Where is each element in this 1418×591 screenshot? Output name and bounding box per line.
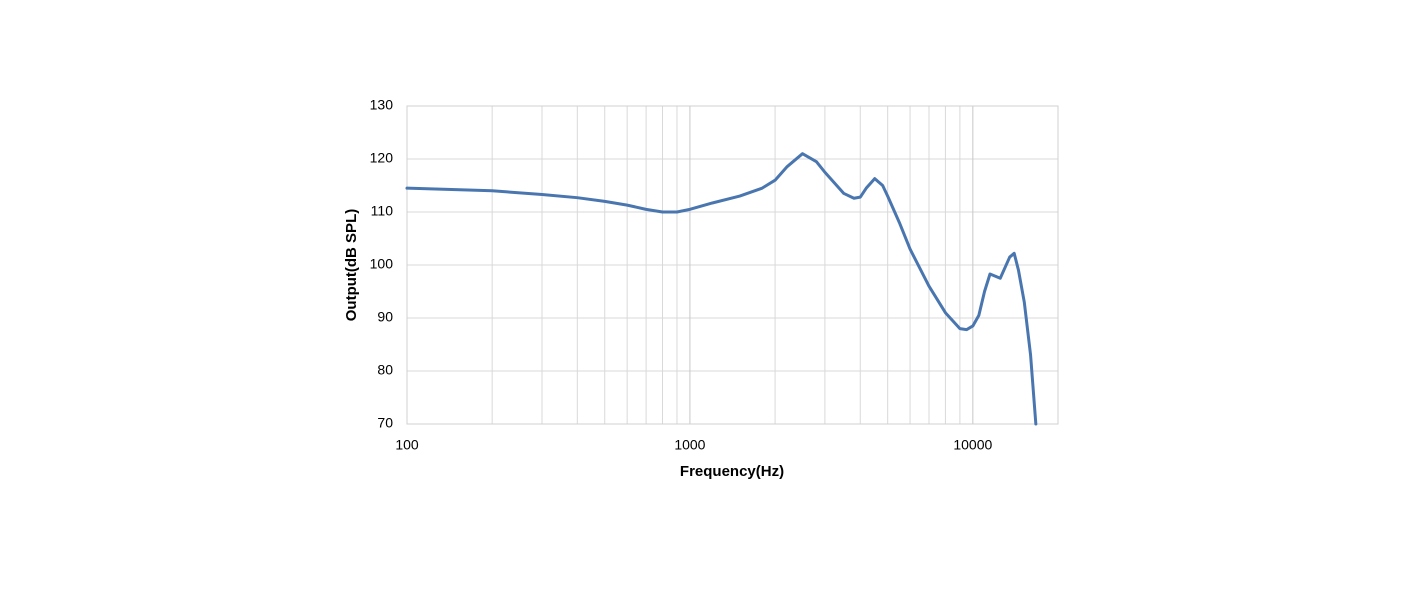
y-tick-label: 110 xyxy=(371,203,394,219)
y-tick-label: 100 xyxy=(370,256,394,272)
plot-frame xyxy=(406,105,1059,425)
y-tick-label: 120 xyxy=(370,150,394,166)
y-tick-label: 130 xyxy=(370,97,394,113)
y-tick-label: 80 xyxy=(377,362,393,378)
x-axis-title: Frequency(Hz) xyxy=(680,463,784,480)
y-tick-label: 70 xyxy=(377,415,393,431)
data-line xyxy=(405,152,1038,426)
y-axis-title: Output(dB SPL) xyxy=(343,209,360,321)
x-tick-label: 1000 xyxy=(674,437,705,453)
x-tick-label: 10000 xyxy=(953,437,992,453)
x-tick-label: 100 xyxy=(395,437,419,453)
y-tick-label: 90 xyxy=(377,309,393,325)
